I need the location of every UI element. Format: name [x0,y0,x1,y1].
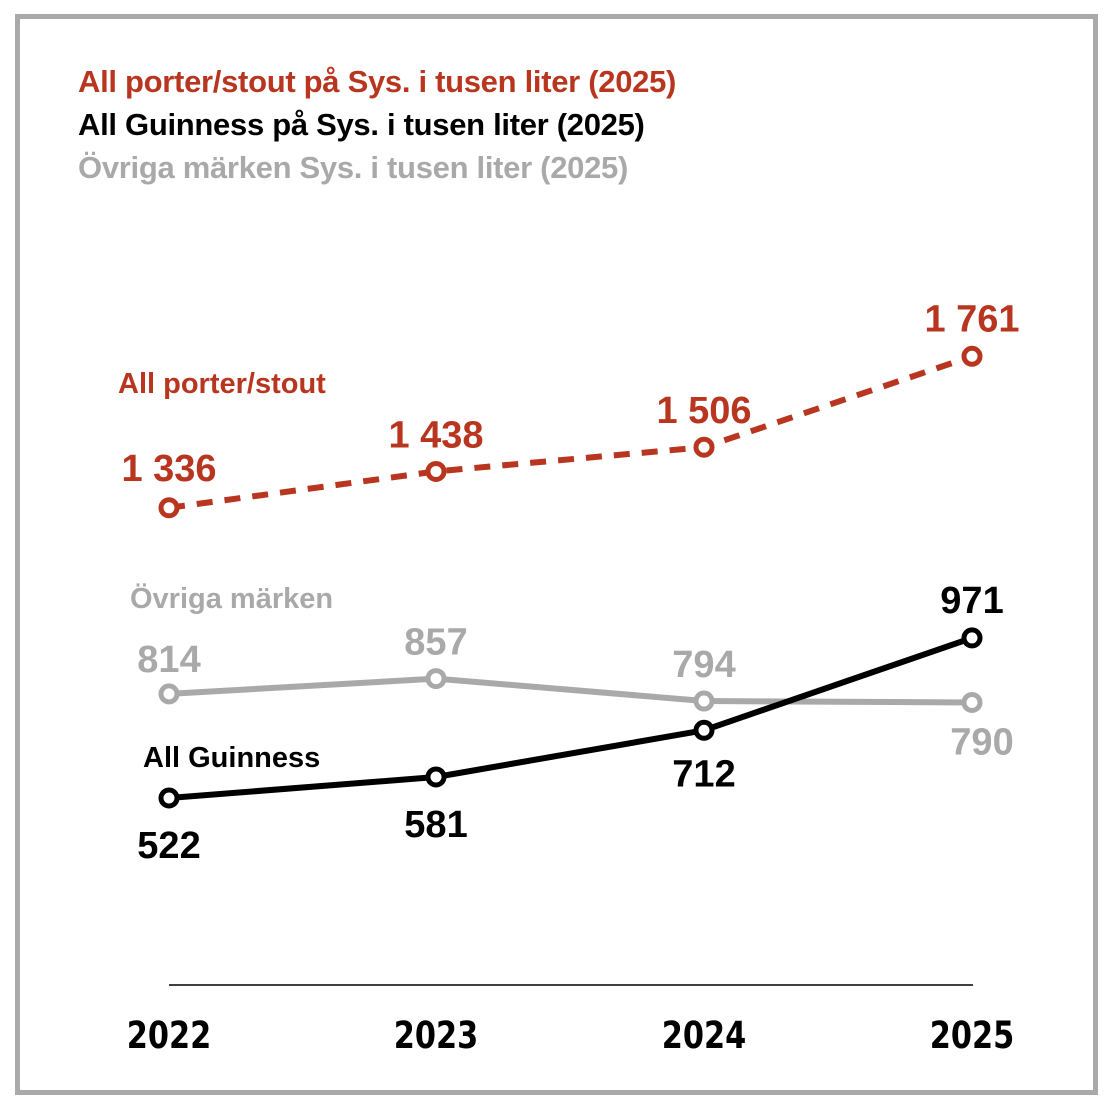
data-point-ovriga-2024 [693,690,715,712]
data-label-porter-2022: 1 336 [121,448,216,490]
data-point-porter-2025 [961,345,983,367]
legend-item-guinness: All Guinness på Sys. i tusen liter (2025… [78,107,645,142]
data-label-guinness-2022: 522 [137,825,200,867]
x-tick-label-2022: 2022 [127,1014,211,1057]
data-label-porter-2024: 1 506 [656,390,751,432]
data-point-porter-2023 [425,460,447,482]
x-tick-label-2025: 2025 [930,1014,1014,1057]
data-point-guinness-2025 [961,627,983,649]
data-label-ovriga-2023: 857 [404,622,467,664]
legend-item-porter: All porter/stout på Sys. i tusen liter (… [78,64,677,99]
data-point-ovriga-2023 [425,668,447,690]
series-line-guinness [168,635,973,801]
data-label-ovriga-2022: 814 [137,639,200,681]
data-point-porter-2022 [158,497,180,519]
data-label-guinness-2023: 581 [404,804,467,846]
data-point-guinness-2022 [158,787,180,809]
data-label-ovriga-2025: 790 [950,721,1013,763]
data-label-porter-2023: 1 438 [388,414,483,456]
series-name-label-ovriga: Övriga märken [130,582,333,615]
chart-frame [15,14,1098,1095]
data-label-ovriga-2024: 794 [672,644,735,686]
series-line-porter [168,353,973,511]
series-name-label-porter: All porter/stout [118,368,326,400]
data-label-guinness-2025: 971 [940,580,1003,622]
data-label-guinness-2024: 712 [672,753,735,795]
data-point-ovriga-2022 [158,683,180,705]
data-label-porter-2025: 1 761 [924,298,1019,340]
data-point-guinness-2024 [693,719,715,741]
series-name-label-guinness: All Guinness [143,742,320,774]
data-point-guinness-2023 [425,766,447,788]
data-point-porter-2024 [693,436,715,458]
data-point-ovriga-2025 [961,691,983,713]
legend-item-ovriga: Övriga märken Sys. i tusen liter (2025) [78,150,628,185]
x-tick-label-2023: 2023 [394,1014,478,1057]
series-line-ovriga [168,675,973,706]
legend: All porter/stout på Sys. i tusen liter (… [78,60,676,189]
x-tick-label-2024: 2024 [662,1014,746,1057]
